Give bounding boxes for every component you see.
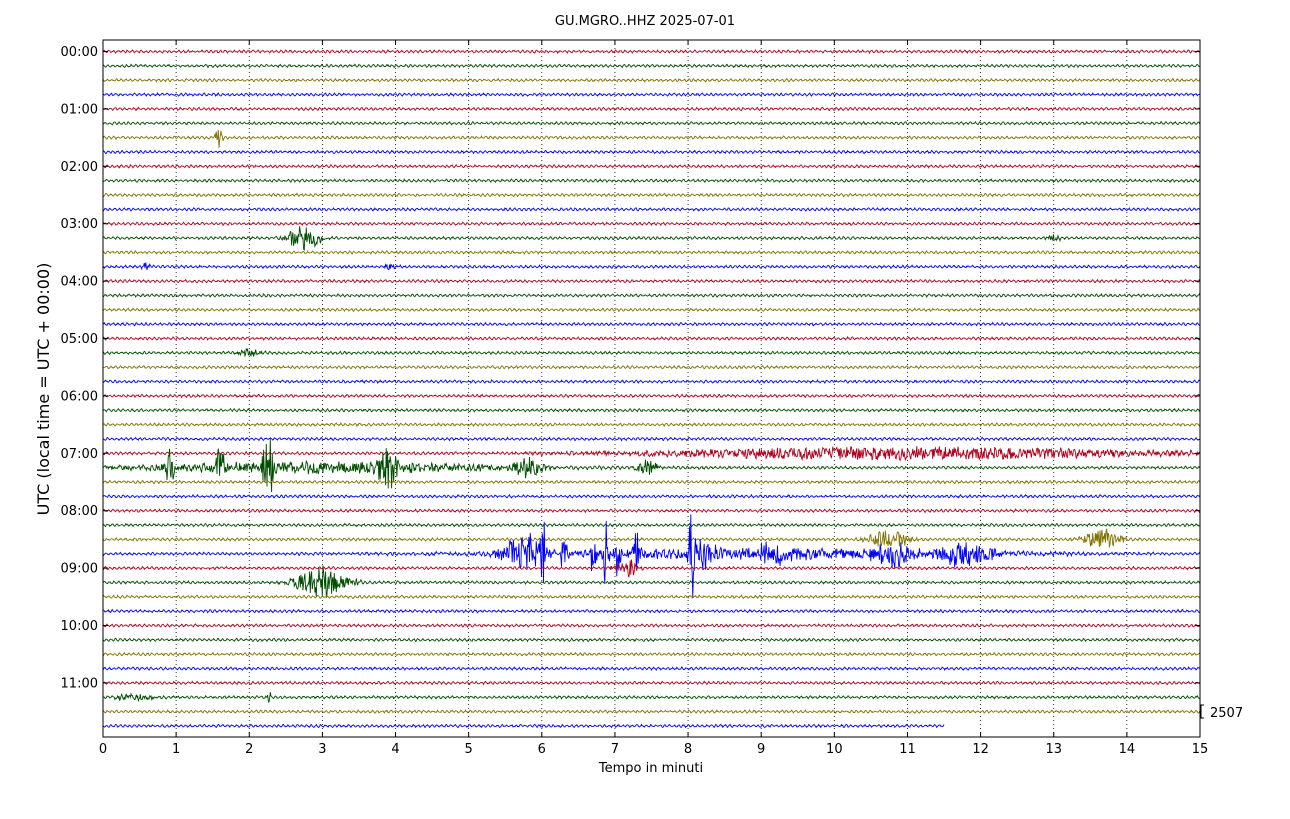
x-tick-label-2: 2 (245, 742, 253, 757)
trace-18 (103, 307, 1200, 313)
trace-17 (102, 292, 1201, 299)
trace-34 (102, 528, 1201, 548)
trace-5 (102, 120, 1201, 126)
trace-22 (102, 364, 1201, 370)
trace-4 (102, 106, 1201, 112)
trace-15 (102, 262, 1201, 271)
y-tick-label-11:00: 11:00 (61, 676, 98, 691)
trace-39 (102, 608, 1201, 614)
trace-29 (102, 437, 1201, 493)
trace-38 (102, 594, 1201, 600)
y-tick-label-01:00: 01:00 (61, 102, 98, 117)
x-tick-label-12: 12 (972, 742, 989, 757)
x-axis-ticks: 0 1 2 3 4 5 6 7 8 9 10 11 12 13 14 15 (99, 40, 1208, 757)
trace-10 (102, 192, 1201, 198)
x-tick-label-9: 9 (757, 742, 765, 757)
grid-lines (175, 40, 1128, 737)
trace-27 (102, 436, 1201, 442)
trace-0 (102, 49, 1201, 55)
trace-20 (102, 335, 1201, 342)
x-tick-label-6: 6 (538, 742, 546, 757)
x-tick-label-4: 4 (391, 742, 399, 757)
x-tick-label-10: 10 (826, 742, 843, 757)
trace-2 (102, 77, 1201, 83)
y-tick-label-06:00: 06:00 (61, 389, 98, 404)
trace-11 (102, 206, 1201, 212)
trace-3 (102, 92, 1201, 98)
x-tick-label-1: 1 (172, 742, 180, 757)
trace-1 (102, 63, 1201, 69)
x-tick-label-13: 13 (1045, 742, 1062, 757)
y-axis-ticks: 00:00 01:00 02:00 03:00 04:00 05:00 06:00 07:00… (61, 45, 1200, 691)
trace-24 (102, 393, 1201, 399)
y-tick-label-05:00: 05:00 (61, 332, 98, 347)
y-tick-label-04:00: 04:00 (61, 275, 98, 290)
trace-30 (102, 479, 1201, 485)
y-tick-label-10:00: 10:00 (61, 619, 98, 634)
x-tick-label-5: 5 (465, 742, 473, 757)
y-axis-label: UTC (local time = UTC + 00:00) (34, 263, 53, 516)
x-tick-label-0: 0 (99, 742, 107, 757)
y-tick-label-08:00: 08:00 (61, 504, 98, 519)
seismic-traces (102, 49, 1201, 729)
y-tick-label-00:00: 00:00 (61, 45, 98, 60)
trace-9 (102, 178, 1200, 184)
amplitude-scale-label: 2507 (1210, 706, 1243, 721)
chart-title: GU.MGRO..HHZ 2025-07-01 (555, 14, 735, 29)
plot-frame (102, 39, 1201, 738)
x-tick-label-14: 14 (1119, 742, 1136, 757)
trace-21 (102, 348, 1201, 358)
trace-46 (102, 708, 1201, 715)
x-tick-label-11: 11 (899, 742, 916, 757)
x-axis-label: Tempo in minuti (598, 761, 703, 776)
x-tick-label-15: 15 (1192, 742, 1209, 757)
trace-6 (102, 129, 1201, 148)
trace-44 (102, 680, 1201, 686)
trace-36 (102, 559, 1201, 578)
x-tick-label-7: 7 (611, 742, 619, 757)
trace-12 (102, 221, 1201, 227)
y-tick-label-02:00: 02:00 (61, 160, 98, 175)
trace-26 (102, 421, 1201, 428)
trace-45 (102, 692, 1201, 703)
trace-14 (103, 249, 1201, 255)
trace-19 (102, 321, 1201, 327)
trace-16 (102, 278, 1201, 284)
trace-42 (102, 651, 1201, 657)
trace-23 (102, 378, 1201, 385)
trace-41 (102, 637, 1201, 643)
trace-13 (102, 226, 1200, 252)
y-tick-label-09:00: 09:00 (61, 562, 98, 577)
trace-32 (102, 508, 1201, 514)
trace-28 (102, 446, 1201, 462)
x-tick-label-3: 3 (318, 742, 326, 757)
trace-40 (102, 622, 1201, 629)
trace-31 (102, 493, 1201, 499)
amplitude-scale-bar: 2507 (1200, 704, 1243, 721)
trace-7 (102, 149, 1201, 155)
trace-8 (102, 163, 1201, 169)
y-tick-label-03:00: 03:00 (61, 217, 98, 232)
trace-43 (102, 666, 1201, 672)
trace-47 (103, 723, 945, 729)
y-tick-label-07:00: 07:00 (61, 447, 98, 462)
trace-37 (102, 565, 1201, 598)
x-tick-label-8: 8 (684, 742, 692, 757)
trace-25 (102, 407, 1201, 413)
trace-33 (102, 522, 1201, 528)
trace-35 (102, 514, 1201, 598)
